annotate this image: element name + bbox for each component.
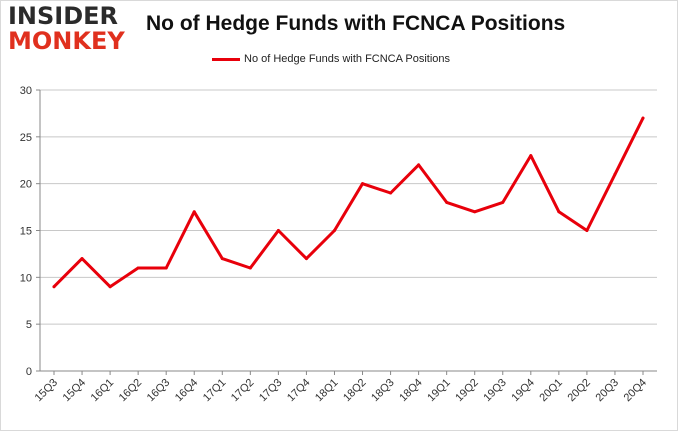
x-tick-label: 19Q2 bbox=[453, 377, 481, 405]
insider-monkey-logo: INSIDER MONKEY bbox=[8, 4, 128, 53]
data-point bbox=[529, 154, 533, 158]
legend-line-swatch bbox=[212, 57, 240, 61]
x-tick-label: 18Q3 bbox=[369, 377, 397, 405]
x-tick-label: 20Q2 bbox=[566, 377, 594, 405]
chart-title: No of Hedge Funds with FCNCA Positions bbox=[146, 12, 566, 35]
x-tick-label: 20Q4 bbox=[622, 377, 650, 405]
x-tick-label: 20Q3 bbox=[594, 377, 622, 405]
x-tick-label: 20Q1 bbox=[537, 377, 565, 405]
y-tick-label: 25 bbox=[20, 132, 32, 144]
gridlines bbox=[40, 89, 657, 325]
data-point bbox=[445, 200, 449, 204]
data-point bbox=[192, 210, 196, 214]
x-tick-label: 15Q4 bbox=[61, 377, 89, 405]
data-point bbox=[501, 200, 505, 204]
y-tick-label: 5 bbox=[26, 319, 32, 331]
y-tick-label: 20 bbox=[20, 179, 32, 191]
y-tick-label: 30 bbox=[20, 85, 32, 97]
data-point bbox=[136, 266, 140, 270]
data-point bbox=[473, 210, 477, 214]
y-tick-label: 0 bbox=[26, 366, 32, 378]
data-point bbox=[389, 191, 393, 195]
data-point bbox=[585, 229, 589, 232]
data-point bbox=[108, 285, 112, 289]
x-tick-label: 16Q1 bbox=[89, 377, 117, 405]
data-point bbox=[304, 257, 308, 261]
x-tick-label: 19Q1 bbox=[425, 377, 453, 405]
data-point bbox=[332, 229, 336, 232]
x-tick-label: 16Q2 bbox=[117, 377, 145, 405]
x-tick-label: 18Q2 bbox=[341, 377, 369, 405]
data-point bbox=[417, 163, 421, 167]
data-point bbox=[361, 182, 365, 186]
x-tick-label: 18Q1 bbox=[313, 377, 341, 405]
data-point bbox=[641, 116, 645, 120]
logo-line-2: MONKEY bbox=[8, 27, 125, 55]
x-tick-label: 19Q3 bbox=[481, 377, 509, 405]
y-axis-ticks: 0 5 10 15 20 25 30 bbox=[20, 85, 40, 378]
x-tick-label: 19Q4 bbox=[509, 377, 537, 405]
data-point bbox=[557, 210, 561, 214]
data-point bbox=[80, 257, 84, 261]
y-tick-label: 15 bbox=[20, 226, 32, 238]
data-point bbox=[220, 257, 224, 261]
series-line bbox=[52, 116, 645, 289]
data-point bbox=[52, 285, 56, 289]
x-tick-label: 17Q1 bbox=[201, 377, 229, 405]
data-point bbox=[276, 229, 280, 232]
data-point bbox=[164, 266, 168, 270]
series-layer bbox=[52, 116, 645, 289]
data-point bbox=[613, 172, 617, 176]
x-tick-label: 17Q3 bbox=[257, 377, 285, 405]
y-tick-label: 10 bbox=[20, 272, 32, 284]
chart-legend: No of Hedge Funds with FCNCA Positions bbox=[212, 53, 450, 65]
x-tick-label: 17Q4 bbox=[285, 377, 313, 405]
x-tick-label: 16Q3 bbox=[145, 377, 173, 405]
x-tick-label: 17Q2 bbox=[229, 377, 257, 405]
data-point bbox=[248, 266, 252, 270]
legend-label: No of Hedge Funds with FCNCA Positions bbox=[244, 53, 451, 65]
x-tick-label: 16Q4 bbox=[173, 377, 201, 405]
x-axis-ticks: 15Q3 15Q4 16Q1 16Q2 16Q3 16Q4 17Q1 17Q2 17Q3 17Q4… bbox=[33, 371, 650, 405]
x-tick-label: 18Q4 bbox=[397, 377, 425, 405]
x-tick-label: 15Q3 bbox=[33, 377, 61, 405]
logo-line-1: INSIDER bbox=[8, 2, 119, 30]
